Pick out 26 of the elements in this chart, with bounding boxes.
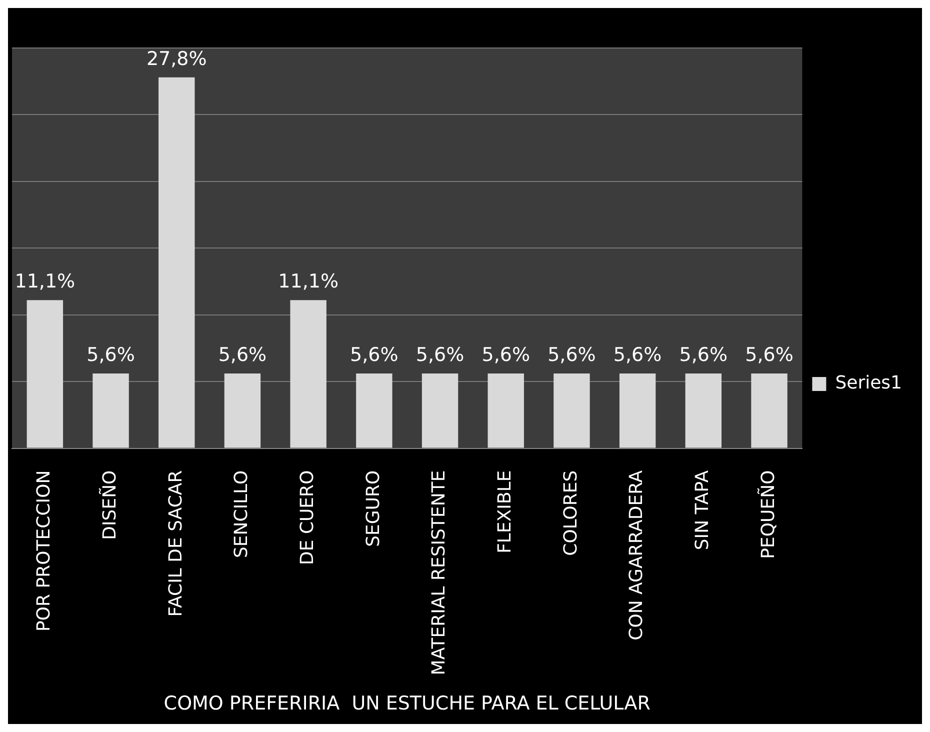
data-label: 5,6% — [745, 344, 794, 366]
x-axis-title: COMO PREFERIRIA UN ESTUCHE PARA EL CELULAR — [164, 692, 650, 715]
x-tick-label: FLEXIBLE — [494, 470, 516, 554]
data-label: 5,6% — [482, 344, 530, 366]
x-tick-label: SENCILLO — [231, 470, 252, 558]
x-tick-label: COLORES — [560, 470, 582, 556]
data-label: 5,6% — [416, 344, 464, 366]
data-label: 5,6% — [613, 344, 662, 366]
data-label: 11,1% — [14, 270, 76, 293]
x-tick-label: POR PROTECCION — [34, 470, 55, 632]
data-label: 5,6% — [548, 344, 596, 366]
data-label: 5,6% — [350, 344, 398, 366]
data-label: 5,6% — [679, 344, 728, 366]
data-label: 5,6% — [86, 344, 135, 366]
x-tick-label: DE CUERO — [296, 470, 318, 566]
data-label: 27,8% — [146, 48, 207, 70]
data-label: 11,1% — [278, 270, 339, 293]
x-tick-label: SEGURO — [362, 470, 384, 547]
data-label: 5,6% — [218, 344, 267, 366]
x-tick-label: CON AGARRADERA — [626, 470, 648, 640]
x-tick-label: FACIL DE SACAR — [165, 470, 186, 617]
x-tick-label: DISEÑO — [98, 470, 120, 540]
x-tick-label: MATERIAL RESISTENTE — [428, 470, 450, 676]
x-tick-label: PEQUEÑO — [756, 470, 779, 559]
x-tick-label: SIN TAPA — [692, 470, 714, 550]
legend-label: Series1 — [835, 372, 902, 394]
